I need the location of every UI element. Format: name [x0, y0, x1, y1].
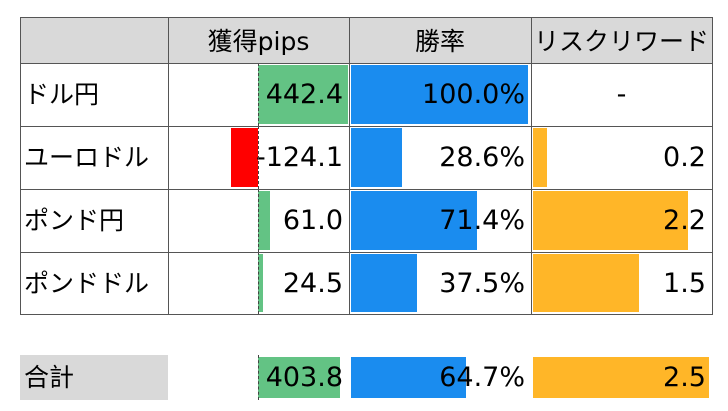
grid-vline	[712, 17, 713, 315]
win-rate-value: 64.7%	[439, 362, 525, 393]
pips-bar	[258, 65, 348, 124]
win-rate-bar	[351, 65, 528, 124]
risk-reward-value: -	[616, 79, 627, 110]
pips-value: 61.0	[282, 205, 343, 236]
win-rate-value: 100.0%	[422, 79, 525, 110]
header-blank-cell	[20, 17, 168, 63]
pips-zero-axis	[258, 252, 259, 314]
grid-vline	[531, 17, 532, 315]
win-rate-value: 37.5%	[439, 267, 525, 299]
grid-hline	[20, 17, 712, 18]
row-label: ドル円	[24, 80, 100, 109]
pips-bar	[258, 191, 271, 250]
header-pips: 獲得pips	[168, 17, 349, 63]
pips-bar	[258, 254, 263, 312]
pips-value: 403.8	[265, 362, 343, 393]
risk-reward-bar	[533, 357, 710, 398]
pips-bar-negative	[231, 128, 258, 187]
win-rate-bar	[351, 254, 418, 312]
pips-zero-axis	[258, 126, 259, 189]
pips-value: 442.4	[265, 79, 343, 110]
risk-reward-value: 2.2	[663, 205, 706, 236]
risk-reward-bar	[533, 128, 548, 187]
grid-vline	[349, 17, 350, 315]
header-win-rate: 勝率	[349, 17, 531, 63]
row-label: ポンドドル	[24, 268, 150, 298]
grid-hline	[20, 189, 712, 190]
grid-vline	[20, 17, 21, 315]
pips-zero-axis	[258, 355, 259, 400]
total-label: 合計	[20, 355, 168, 400]
win-rate-bar	[351, 357, 466, 398]
pips-zero-axis	[258, 189, 259, 252]
win-rate-bar	[351, 191, 478, 250]
grid-hline	[20, 63, 712, 64]
pips-zero-axis	[258, 63, 259, 126]
grid-hline	[20, 314, 712, 315]
risk-reward-value: 0.2	[663, 142, 706, 173]
pips-bar	[258, 357, 341, 398]
grid-vline	[168, 17, 169, 315]
win-rate-value: 71.4%	[439, 205, 525, 236]
win-rate-bar	[351, 128, 402, 187]
grid-hline	[20, 252, 712, 253]
risk-reward-value: 2.5	[663, 362, 706, 393]
risk-reward-bar	[533, 191, 688, 250]
pips-value: -124.1	[255, 142, 343, 173]
pips-value: 24.5	[282, 267, 343, 299]
row-label: ユーロドル	[24, 143, 150, 172]
row-label: ポンド円	[24, 206, 125, 235]
grid-hline	[20, 126, 712, 127]
win-rate-value: 28.6%	[439, 142, 525, 173]
risk-reward-value: 1.5	[663, 267, 706, 299]
risk-reward-bar	[533, 254, 639, 312]
header-risk-reward: リスクリワード	[531, 17, 712, 63]
